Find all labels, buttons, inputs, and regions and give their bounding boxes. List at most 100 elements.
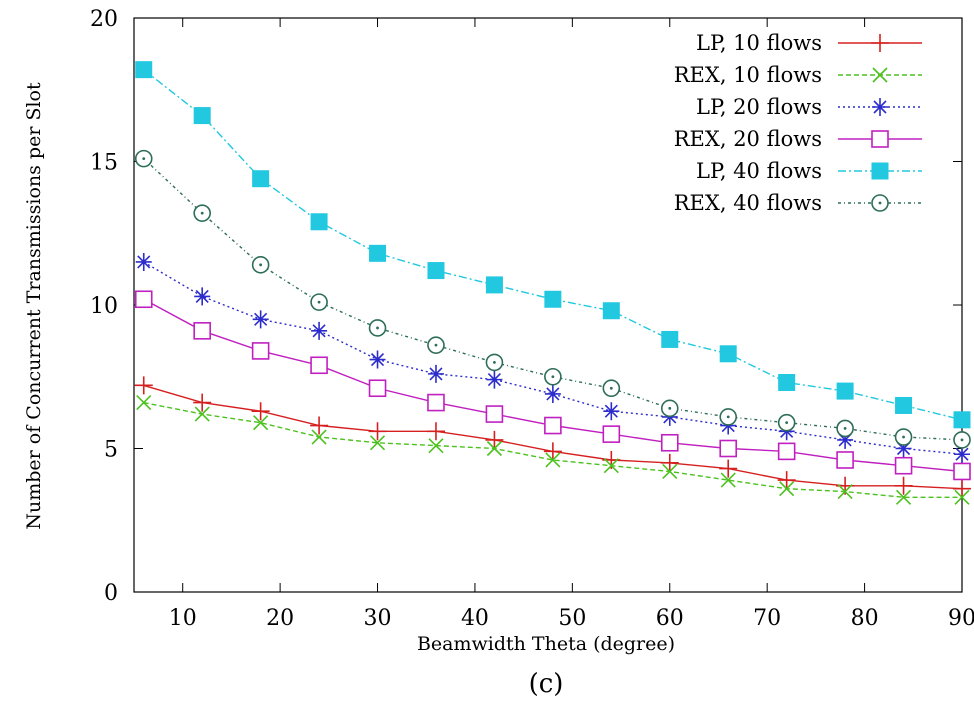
data-point <box>662 463 678 480</box>
data-point <box>193 107 211 125</box>
legend-label: REX, 40 flows <box>674 191 822 215</box>
marker-center <box>434 343 438 347</box>
data-point <box>369 435 386 451</box>
data-point <box>719 459 738 478</box>
data-point <box>369 244 387 262</box>
legend-label: REX, 10 flows <box>674 63 822 87</box>
legend-marker <box>871 34 889 52</box>
data-point <box>486 370 503 389</box>
data-point <box>311 429 327 445</box>
data-point <box>836 451 854 469</box>
y-axis-label: Number of Concurrent Transmissions per S… <box>23 82 45 530</box>
data-point <box>954 489 970 505</box>
x-tick-label: 80 <box>851 606 879 631</box>
data-point <box>427 262 445 280</box>
data-point <box>252 310 269 329</box>
data-point <box>251 402 270 421</box>
x-tick-label: 10 <box>169 606 197 631</box>
data-point <box>777 471 796 490</box>
data-point <box>719 439 738 458</box>
data-point <box>602 302 620 320</box>
data-point <box>777 413 796 432</box>
data-point <box>368 379 387 398</box>
data-point <box>486 440 502 457</box>
data-point <box>953 479 971 498</box>
data-point <box>603 458 619 474</box>
data-point <box>426 422 445 441</box>
x-tick-label: 90 <box>948 606 974 631</box>
data-point <box>310 416 329 435</box>
marker-center <box>317 300 321 304</box>
data-point <box>660 433 679 452</box>
legend-label: LP, 10 flows <box>696 31 822 55</box>
data-point <box>895 489 912 505</box>
legend-marker <box>871 162 889 180</box>
data-point <box>310 213 328 231</box>
data-point <box>193 322 211 340</box>
marker-center <box>785 421 789 425</box>
data-point <box>777 442 796 461</box>
data-point <box>660 399 679 418</box>
data-point <box>954 445 970 464</box>
series-1 <box>134 376 971 498</box>
data-point <box>545 452 561 468</box>
marker-center <box>843 427 847 430</box>
x-tick-label: 40 <box>461 606 489 631</box>
data-point <box>894 456 913 475</box>
legend-item: REX, 10 flows <box>674 63 922 87</box>
marker-center <box>609 386 613 390</box>
y-tick-label: 10 <box>90 294 118 319</box>
data-point <box>660 453 679 472</box>
data-point <box>485 430 504 449</box>
data-point <box>368 422 387 441</box>
data-point <box>544 290 562 308</box>
data-point <box>661 330 679 348</box>
marker-center <box>142 157 146 161</box>
data-point <box>427 364 444 383</box>
data-point <box>311 321 328 340</box>
marker-center <box>726 415 730 419</box>
x-tick-label: 70 <box>753 606 781 631</box>
data-point <box>310 293 328 311</box>
legend-label: LP, 40 flows <box>696 159 822 183</box>
data-point <box>720 472 736 488</box>
series-4 <box>134 290 971 481</box>
marker-center <box>259 263 263 267</box>
data-point <box>836 382 854 400</box>
legend: LP, 10 flows REX, 10 flows LP, 20 flows REX… <box>674 31 922 215</box>
series-line <box>143 401 962 498</box>
data-point <box>427 336 445 354</box>
legend-item: LP, 10 flows <box>696 31 922 55</box>
data-point <box>894 428 913 446</box>
data-point <box>485 353 504 372</box>
data-point <box>134 149 153 168</box>
data-point <box>194 287 211 306</box>
data-point <box>953 462 971 481</box>
data-point <box>136 395 152 411</box>
data-point <box>427 393 445 412</box>
data-point <box>134 376 153 395</box>
data-point <box>252 170 270 188</box>
y-tick-label: 0 <box>104 581 118 606</box>
y-tick-label: 15 <box>90 151 118 176</box>
x-tick-label: 60 <box>656 606 684 631</box>
marker-center <box>878 201 882 205</box>
x-axis-label: Beamwidth Theta (degree) <box>417 633 675 655</box>
data-point <box>719 345 737 363</box>
data-point <box>369 350 386 369</box>
data-point <box>135 61 153 79</box>
data-point <box>544 416 562 435</box>
series-line <box>143 261 963 455</box>
data-point <box>194 406 210 422</box>
series-6 <box>134 149 971 449</box>
legend-item: LP, 20 flows <box>696 95 922 119</box>
data-point <box>779 481 795 497</box>
data-point <box>894 476 913 495</box>
x-tick-label: 50 <box>558 606 586 631</box>
series-2 <box>136 395 970 505</box>
data-point <box>251 342 270 360</box>
legend-item: REX, 40 flows <box>674 191 922 215</box>
marker-center <box>668 406 672 410</box>
data-point <box>193 204 211 222</box>
